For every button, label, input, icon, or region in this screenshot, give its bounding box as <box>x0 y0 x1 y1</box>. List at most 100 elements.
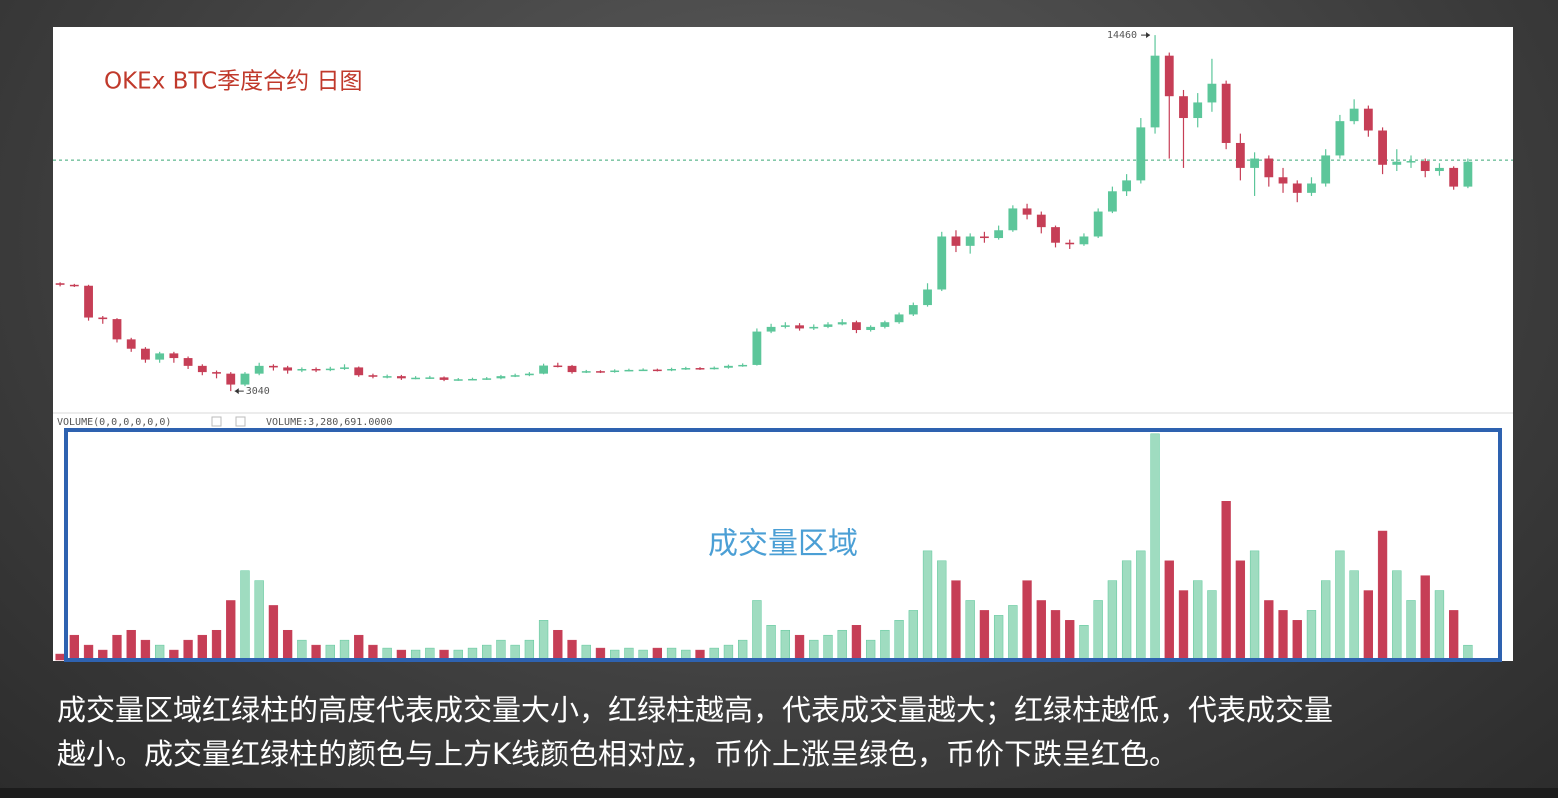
candle-body <box>1221 83 1231 143</box>
candle-body <box>368 375 378 377</box>
low-label: 3040 <box>246 386 270 397</box>
candle-body <box>1036 214 1046 228</box>
candle-body <box>596 371 605 373</box>
volume-bar <box>809 639 819 661</box>
candle-body <box>1435 167 1444 172</box>
candle-body <box>1207 83 1217 103</box>
candle-body <box>1392 161 1402 165</box>
volume-bar <box>880 629 890 661</box>
volume-bar <box>1278 610 1288 661</box>
candle-body <box>112 319 122 340</box>
volume-bar <box>325 644 335 661</box>
candle-body <box>169 353 179 359</box>
candle-body <box>155 353 165 360</box>
candle-body <box>1406 161 1416 163</box>
candle-body <box>340 367 349 369</box>
candle-body <box>1463 161 1473 187</box>
candle-body <box>638 369 648 372</box>
volume-bar <box>538 620 549 661</box>
volume-bar <box>240 570 250 661</box>
candle-body <box>980 236 989 239</box>
volume-bar <box>1193 580 1203 661</box>
volume-bar <box>510 644 520 661</box>
candle-body <box>1250 158 1259 168</box>
volume-bar <box>1235 560 1246 661</box>
volume-bar <box>865 639 876 661</box>
volume-bar <box>254 580 264 661</box>
bottom-band <box>0 788 1558 798</box>
volume-bar <box>937 560 947 661</box>
candle-body <box>55 283 65 285</box>
candle-body <box>965 236 975 246</box>
low-arrow-head <box>234 388 239 395</box>
candle-body <box>283 367 293 371</box>
candle-body <box>439 377 449 380</box>
candle-body <box>908 305 918 315</box>
candle-body <box>98 317 108 320</box>
marks: 14460 3040 <box>53 30 1513 661</box>
candle-body <box>581 371 591 373</box>
high-label: 14460 <box>1107 30 1137 41</box>
volume-bar <box>1349 570 1359 661</box>
volume-bar <box>368 644 378 661</box>
volume-bar <box>723 644 734 661</box>
volume-bar <box>69 634 79 661</box>
candle-body <box>567 365 577 373</box>
high-arrow-head <box>1146 32 1151 39</box>
candle-body <box>738 364 748 367</box>
volume-bar <box>1079 625 1089 661</box>
volume-bar <box>1065 620 1075 661</box>
candle-body <box>269 365 278 368</box>
volume-bar <box>780 629 790 661</box>
candle-body <box>84 285 93 318</box>
candle-body <box>1051 227 1060 243</box>
candle-body <box>354 367 364 376</box>
candle-body <box>937 236 947 290</box>
candle-body <box>1335 121 1345 156</box>
candle-body <box>311 368 321 371</box>
candle-body <box>709 367 719 370</box>
volume-bar <box>1406 600 1416 661</box>
candle-body <box>894 314 904 323</box>
candle-body <box>951 236 961 246</box>
candle-body <box>226 373 236 385</box>
candle-body <box>1150 55 1160 128</box>
volume-bar <box>567 639 577 661</box>
candle-body <box>126 339 136 349</box>
volume-bar <box>1321 580 1331 661</box>
candle-body <box>752 331 762 365</box>
volume-bar <box>1050 610 1061 661</box>
candle-body <box>880 322 890 327</box>
candle-body <box>297 368 307 371</box>
candle-body <box>325 368 335 371</box>
volume-bar <box>1207 590 1217 661</box>
caption: 成交量区域红绿柱的高度代表成交量大小，红绿柱越高，代表成交量越大；红绿柱越低，代… <box>57 693 1333 727</box>
volume-bar <box>524 639 535 661</box>
candle-body <box>1307 183 1316 193</box>
volume-bar <box>922 550 933 661</box>
volume-bar <box>1221 501 1231 661</box>
candle-body <box>1449 167 1459 187</box>
volume-bar <box>993 615 1004 661</box>
candle-body <box>539 365 548 374</box>
candle-body <box>724 365 733 368</box>
volume-bar <box>1264 600 1274 661</box>
candle-body <box>795 325 804 329</box>
volume-bar <box>268 605 279 661</box>
icon <box>211 416 222 427</box>
candle-body <box>69 284 79 287</box>
candle-body <box>695 368 705 370</box>
volume-bar <box>1107 580 1118 661</box>
candle-body <box>1420 161 1430 172</box>
candle-body <box>510 375 520 377</box>
volume-bar <box>1392 570 1402 661</box>
volume-bar <box>1022 580 1032 661</box>
volume-bar <box>979 610 990 661</box>
candle-body <box>1136 127 1146 181</box>
candle-body <box>183 358 193 366</box>
candle-body <box>823 324 833 327</box>
volume-bar <box>226 600 236 661</box>
volume-bar <box>766 625 776 661</box>
